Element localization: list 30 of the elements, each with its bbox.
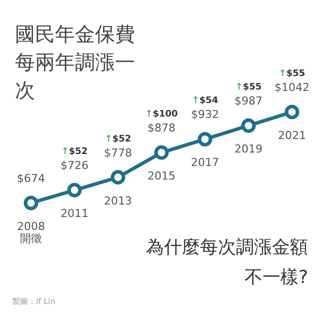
point [198, 132, 212, 146]
point [241, 118, 256, 133]
data-label: $987 [234, 94, 262, 108]
text: ↑$54 [192, 96, 218, 106]
annotation: ↑$52 [61, 147, 88, 158]
data-label: $932 [191, 108, 219, 122]
annotation: ↑$100 [145, 110, 178, 120]
x-tick-label: 2015 [148, 170, 176, 183]
text: ↑$55 [235, 82, 262, 93]
x-tick-label: 2013 [104, 194, 132, 208]
annotation: ↑$52 [104, 134, 132, 144]
x-tick-label: 2011 [60, 207, 88, 220]
point [154, 145, 169, 160]
point [24, 196, 38, 210]
x-tick-label: 2019 [234, 142, 262, 156]
data-label: $674 [17, 172, 45, 185]
chart-title: 國民年金保費每兩年調漲一次 [15, 21, 136, 104]
text: ↑$55 [278, 69, 306, 79]
x-tick-label: 2021 [278, 129, 306, 142]
data-label: $878 [148, 122, 176, 135]
x-tick-label: 2008 開徵 [17, 220, 45, 245]
point [67, 182, 82, 198]
data-label: $778 [104, 146, 132, 160]
x-tick-label: 2017 [191, 156, 219, 170]
data-label: $726 [60, 159, 88, 172]
point [284, 104, 300, 120]
text: 為什麼每次調漲金額不一樣? [145, 236, 308, 290]
data-label: $1042 [274, 81, 310, 94]
point [110, 170, 126, 185]
text: 製圖：If Lin [12, 296, 56, 307]
